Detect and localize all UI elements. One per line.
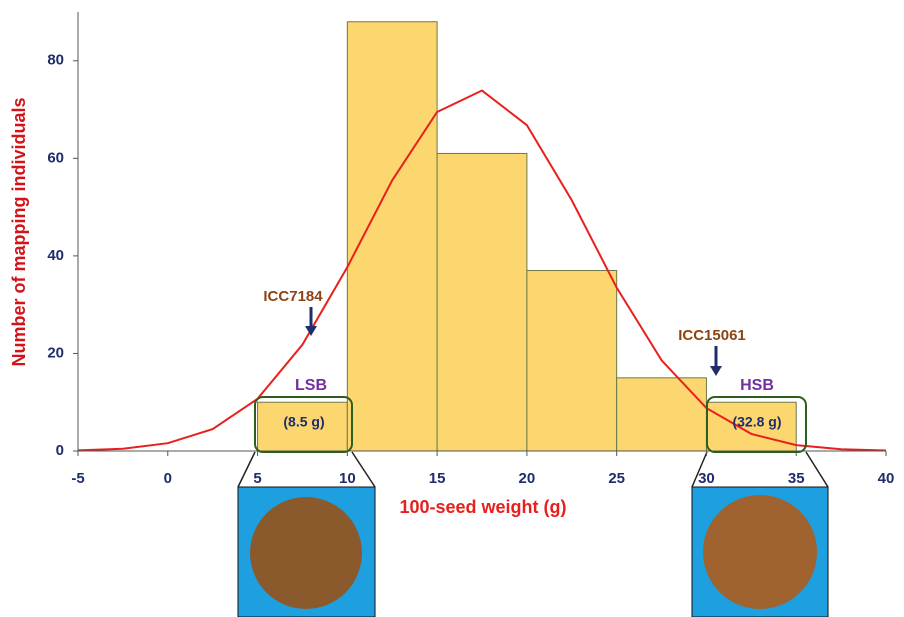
bulk-box xyxy=(254,396,353,453)
annotation: (8.5 g) xyxy=(283,414,324,430)
seed-pile xyxy=(703,495,817,609)
x-tick-label: 10 xyxy=(339,470,356,487)
connector xyxy=(237,451,256,488)
annotation: LSB xyxy=(295,377,327,394)
x-tick-label: 25 xyxy=(608,470,625,487)
seed-pile xyxy=(250,497,362,609)
x-tick-label: 0 xyxy=(164,470,172,487)
x-tick-label: 15 xyxy=(429,470,446,487)
fit-curve xyxy=(77,89,887,452)
x-tick-label: -5 xyxy=(71,470,84,487)
x-tick-label: 35 xyxy=(788,470,805,487)
arrow-head xyxy=(710,366,722,376)
annotation: ICC15061 xyxy=(678,327,746,344)
connector xyxy=(351,451,376,488)
y-tick-label: 20 xyxy=(47,344,64,361)
x-tick-label: 30 xyxy=(698,470,715,487)
bulk-box xyxy=(706,396,807,453)
annotation: ICC7184 xyxy=(263,288,323,305)
y-tick-label: 0 xyxy=(56,442,64,459)
x-tick-label: 5 xyxy=(253,470,261,487)
bar xyxy=(346,21,438,452)
x-axis-label: 100-seed weight (g) xyxy=(399,497,566,517)
y-tick-label: 40 xyxy=(47,247,64,264)
x-tick-label: 40 xyxy=(878,470,895,487)
annotation: HSB xyxy=(740,377,774,394)
arrows xyxy=(305,307,722,376)
annotation: (32.8 g) xyxy=(732,414,781,430)
connector xyxy=(805,451,829,488)
bar xyxy=(257,401,348,452)
bar xyxy=(616,377,707,452)
photos xyxy=(237,451,829,617)
plot: 0 20 40 60 80 -5 0 5 10 15 20 25 30 35 40 xyxy=(47,12,894,487)
y-tick-label: 60 xyxy=(47,149,64,166)
x-tick-label: 20 xyxy=(519,470,536,487)
bar xyxy=(526,270,618,452)
bar xyxy=(705,401,797,452)
connector xyxy=(691,451,708,488)
arrow-head xyxy=(305,326,317,336)
bar xyxy=(436,152,528,452)
y-axis-label: Number of mapping individuals xyxy=(9,97,29,366)
y-tick-label: 80 xyxy=(47,52,64,69)
